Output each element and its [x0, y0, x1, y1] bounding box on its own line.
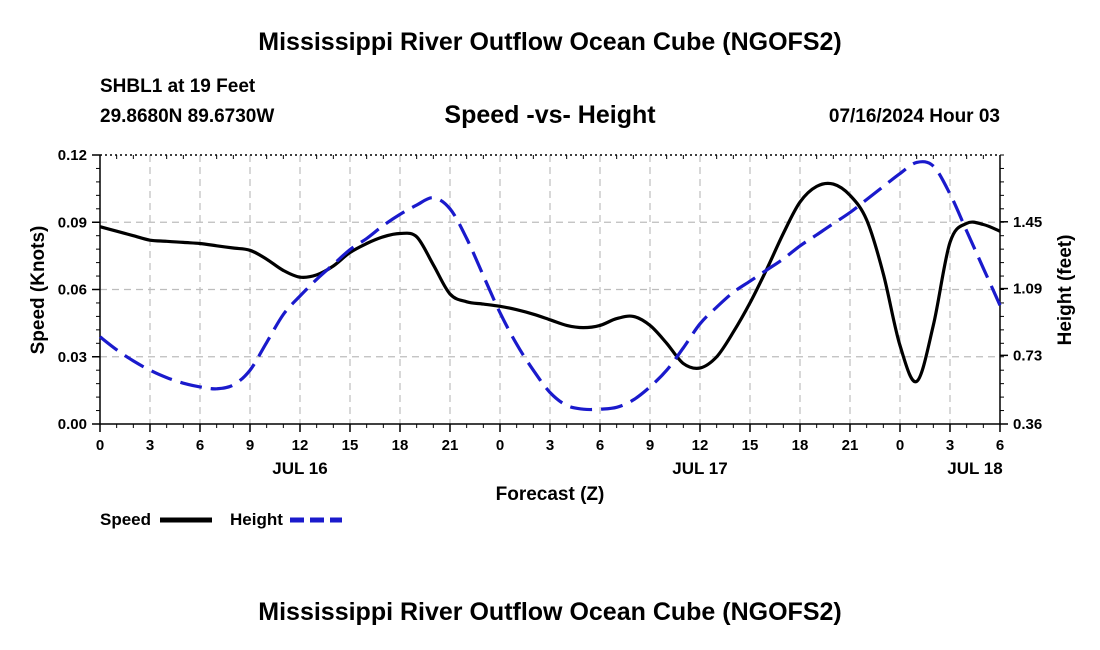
series-line-height [99, 160, 1002, 412]
x-axis-title: Forecast (Z) [496, 484, 605, 505]
x-tick-label: 6 [996, 437, 1004, 454]
repeated-title: Mississippi River Outflow Ocean Cube (NG… [258, 598, 842, 626]
date-label: JUL 16 [272, 459, 327, 478]
y2-axis-title: Height (feet) [1055, 235, 1076, 346]
speed-height-chart: 0 3 6 9 12 15 18 21 0 3 6 9 12 15 18 21 0 3 6 JUL 16 JUL 17 J… [28, 147, 1076, 529]
x-tick-label: 15 [342, 437, 359, 454]
legend-speed-label: Speed [100, 510, 151, 529]
x-tick-label: 21 [842, 437, 859, 454]
x-tick-label: 3 [146, 437, 154, 454]
axis-ticks [92, 154, 1008, 432]
grid-lines [100, 155, 1000, 424]
date-label: JUL 17 [672, 459, 727, 478]
x-tick-label: 6 [596, 437, 604, 454]
y2-tick-label: 1.09 [1013, 281, 1042, 298]
x-tick-label: 15 [742, 437, 759, 454]
y-tick-label: 0.12 [58, 147, 87, 164]
coordinates-label: 29.8680N 89.6730W [100, 106, 275, 127]
x-tick-label: 3 [946, 437, 954, 454]
station-label: SHBL1 at 19 Feet [100, 76, 256, 97]
y-tick-label: 0.06 [58, 282, 87, 299]
series-line-speed [99, 181, 1001, 384]
y-tick-label: 0.09 [58, 214, 87, 231]
x-tick-label: 9 [246, 437, 254, 454]
x-tick-label: 0 [496, 437, 504, 454]
x-tick-label: 12 [292, 437, 309, 454]
y2-tick-label: 0.36 [1013, 416, 1042, 433]
forecast-datetime: 07/16/2024 Hour 03 [828, 106, 1000, 127]
x-tick-label: 18 [392, 437, 409, 454]
legend: Speed Height [100, 510, 342, 529]
x-tick-label: 3 [546, 437, 554, 454]
chart-title: Speed -vs- Height [444, 101, 656, 129]
date-label: JUL 18 [947, 459, 1002, 478]
series-lines [99, 160, 1002, 412]
legend-height-label: Height [230, 510, 283, 529]
x-tick-label: 18 [792, 437, 809, 454]
x-tick-label: 0 [896, 437, 904, 454]
x-tick-label: 0 [96, 437, 104, 454]
axis-labels: 0 3 6 9 12 15 18 21 0 3 6 9 12 15 18 21 0 3 6 JUL 16 JUL 17 J… [58, 147, 1042, 478]
x-tick-label: 21 [442, 437, 459, 454]
x-tick-label: 6 [196, 437, 204, 454]
y2-tick-label: 0.73 [1013, 347, 1042, 364]
y2-tick-label: 1.45 [1013, 214, 1042, 231]
y-tick-label: 0.03 [58, 349, 87, 366]
y-tick-label: 0.00 [58, 416, 87, 433]
y-axis-title: Speed (Knots) [28, 226, 49, 355]
main-title: Mississippi River Outflow Ocean Cube (NG… [258, 28, 842, 56]
x-tick-label: 9 [646, 437, 654, 454]
x-tick-label: 12 [692, 437, 709, 454]
